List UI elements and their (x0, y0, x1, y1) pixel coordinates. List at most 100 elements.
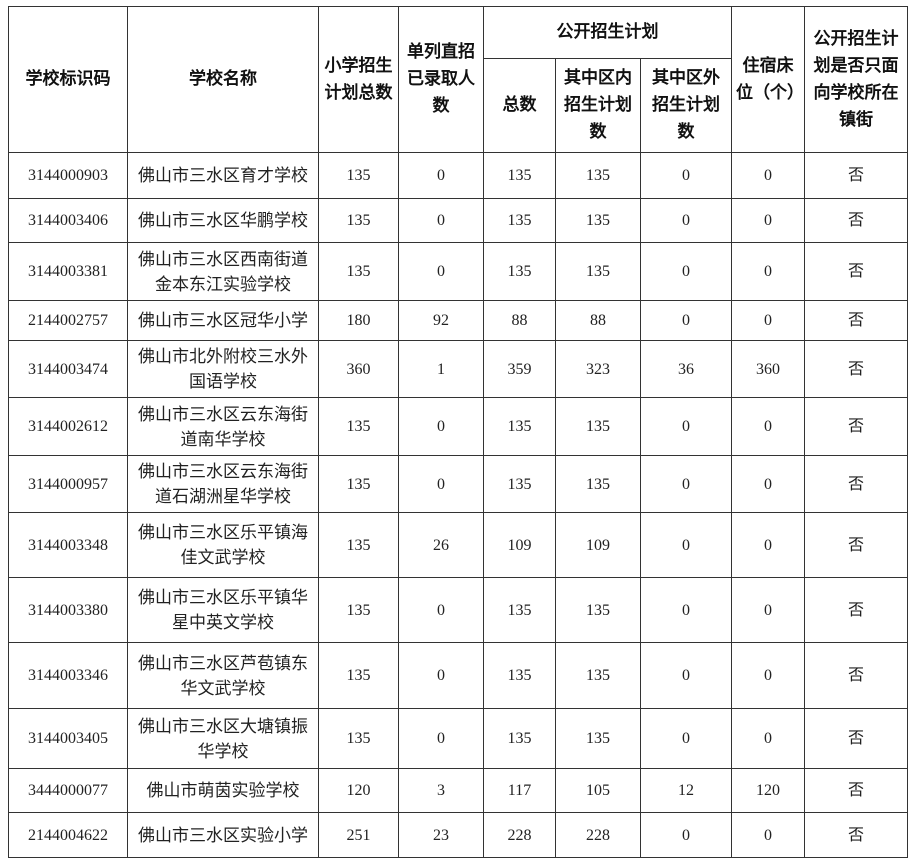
plan-total-cell: 251 (318, 812, 399, 858)
school-name-cell: 佛山市三水区华鹏学校 (127, 198, 319, 243)
out-district-cell: 0 (640, 512, 732, 578)
town-only-cell: 否 (804, 242, 908, 301)
public-total-cell: 88 (483, 300, 556, 341)
school-id-cell: 3144002612 (8, 397, 128, 456)
table-row: 3144003474 佛山市北外附校三水外国语学校 360 1 359 323 36 360 否 (8, 340, 908, 398)
beds-cell: 0 (731, 708, 805, 769)
out-district-cell: 0 (640, 708, 732, 769)
school-name-cell: 佛山市三水区乐平镇海佳文武学校 (127, 512, 319, 578)
out-district-cell: 0 (640, 577, 732, 643)
out-district-cell: 36 (640, 340, 732, 398)
school-name-cell: 佛山市北外附校三水外国语学校 (127, 340, 319, 398)
school-name-cell: 佛山市三水区大塘镇振华学校 (127, 708, 319, 769)
direct-admitted-cell: 3 (398, 768, 484, 813)
out-district-cell: 0 (640, 642, 732, 709)
header-public-total: 总数 (483, 58, 556, 153)
plan-total-cell: 120 (318, 768, 399, 813)
direct-admitted-cell: 0 (398, 708, 484, 769)
direct-admitted-cell: 1 (398, 340, 484, 398)
header-beds: 住宿床位（个） (731, 6, 805, 153)
school-id-cell: 3144003380 (8, 577, 128, 643)
beds-cell: 0 (731, 642, 805, 709)
in-district-cell: 135 (555, 455, 641, 513)
table-row: 3144002612 佛山市三水区云东海街道南华学校 135 0 135 135 0 0 否 (8, 397, 908, 456)
header-out-district: 其中区外招生计划数 (640, 58, 732, 153)
table-row: 3144003405 佛山市三水区大塘镇振华学校 135 0 135 135 0 0 否 (8, 708, 908, 769)
public-total-cell: 135 (483, 577, 556, 643)
in-district-cell: 109 (555, 512, 641, 578)
public-total-cell: 135 (483, 198, 556, 243)
table-row: 3144003380 佛山市三水区乐平镇华星中英文学校 135 0 135 135 0 0 否 (8, 577, 908, 643)
header-in-district: 其中区内招生计划数 (555, 58, 641, 153)
beds-cell: 120 (731, 768, 805, 813)
table-row: 3144003406 佛山市三水区华鹏学校 135 0 135 135 0 0 否 (8, 198, 908, 243)
in-district-cell: 323 (555, 340, 641, 398)
public-total-cell: 135 (483, 242, 556, 301)
school-name-cell: 佛山市三水区育才学校 (127, 152, 319, 199)
school-id-cell: 2144002757 (8, 300, 128, 341)
in-district-cell: 135 (555, 397, 641, 456)
school-name-cell: 佛山市三水区乐平镇华星中英文学校 (127, 577, 319, 643)
beds-cell: 0 (731, 242, 805, 301)
town-only-cell: 否 (804, 397, 908, 456)
header-school-name: 学校名称 (127, 6, 319, 153)
plan-total-cell: 135 (318, 198, 399, 243)
in-district-cell: 135 (555, 198, 641, 243)
out-district-cell: 0 (640, 152, 732, 199)
public-total-cell: 117 (483, 768, 556, 813)
out-district-cell: 0 (640, 198, 732, 243)
in-district-cell: 135 (555, 152, 641, 199)
plan-total-cell: 360 (318, 340, 399, 398)
town-only-cell: 否 (804, 455, 908, 513)
town-only-cell: 否 (804, 768, 908, 813)
school-id-cell: 3144000903 (8, 152, 128, 199)
direct-admitted-cell: 26 (398, 512, 484, 578)
school-id-cell: 2144004622 (8, 812, 128, 858)
school-id-cell: 3144003474 (8, 340, 128, 398)
direct-admitted-cell: 0 (398, 242, 484, 301)
table-row: 3144003348 佛山市三水区乐平镇海佳文武学校 135 26 109 109 0 0 否 (8, 512, 908, 578)
school-name-cell: 佛山市三水区冠华小学 (127, 300, 319, 341)
in-district-cell: 135 (555, 642, 641, 709)
town-only-cell: 否 (804, 708, 908, 769)
plan-total-cell: 135 (318, 642, 399, 709)
beds-cell: 0 (731, 455, 805, 513)
header-town-only: 公开招生计划是否只面向学校所在镇街 (804, 6, 908, 153)
town-only-cell: 否 (804, 642, 908, 709)
direct-admitted-cell: 0 (398, 577, 484, 643)
beds-cell: 0 (731, 512, 805, 578)
out-district-cell: 0 (640, 812, 732, 858)
school-id-cell: 3144003346 (8, 642, 128, 709)
school-name-cell: 佛山市萌茵实验学校 (127, 768, 319, 813)
plan-total-cell: 135 (318, 397, 399, 456)
direct-admitted-cell: 0 (398, 152, 484, 199)
plan-total-cell: 135 (318, 455, 399, 513)
beds-cell: 0 (731, 300, 805, 341)
in-district-cell: 228 (555, 812, 641, 858)
out-district-cell: 0 (640, 455, 732, 513)
table-row: 3144003346 佛山市三水区芦苞镇东华文武学校 135 0 135 135 0 0 否 (8, 642, 908, 709)
direct-admitted-cell: 0 (398, 397, 484, 456)
in-district-cell: 105 (555, 768, 641, 813)
plan-total-cell: 135 (318, 152, 399, 199)
school-id-cell: 3444000077 (8, 768, 128, 813)
table-row: 2144004622 佛山市三水区实验小学 251 23 228 228 0 0 否 (8, 812, 908, 858)
direct-admitted-cell: 0 (398, 455, 484, 513)
town-only-cell: 否 (804, 300, 908, 341)
school-name-cell: 佛山市三水区云东海街道石湖洲星华学校 (127, 455, 319, 513)
public-total-cell: 135 (483, 152, 556, 199)
direct-admitted-cell: 0 (398, 642, 484, 709)
table-row: 3144000903 佛山市三水区育才学校 135 0 135 135 0 0 否 (8, 152, 908, 199)
town-only-cell: 否 (804, 198, 908, 243)
in-district-cell: 135 (555, 242, 641, 301)
header-public-plan: 公开招生计划 (483, 6, 732, 59)
school-id-cell: 3144003381 (8, 242, 128, 301)
beds-cell: 0 (731, 577, 805, 643)
in-district-cell: 88 (555, 300, 641, 341)
table-row: 2144002757 佛山市三水区冠华小学 180 92 88 88 0 0 否 (8, 300, 908, 341)
public-total-cell: 135 (483, 642, 556, 709)
header-school-id: 学校标识码 (8, 6, 128, 153)
beds-cell: 0 (731, 152, 805, 199)
public-total-cell: 228 (483, 812, 556, 858)
school-name-cell: 佛山市三水区西南街道金本东江实验学校 (127, 242, 319, 301)
